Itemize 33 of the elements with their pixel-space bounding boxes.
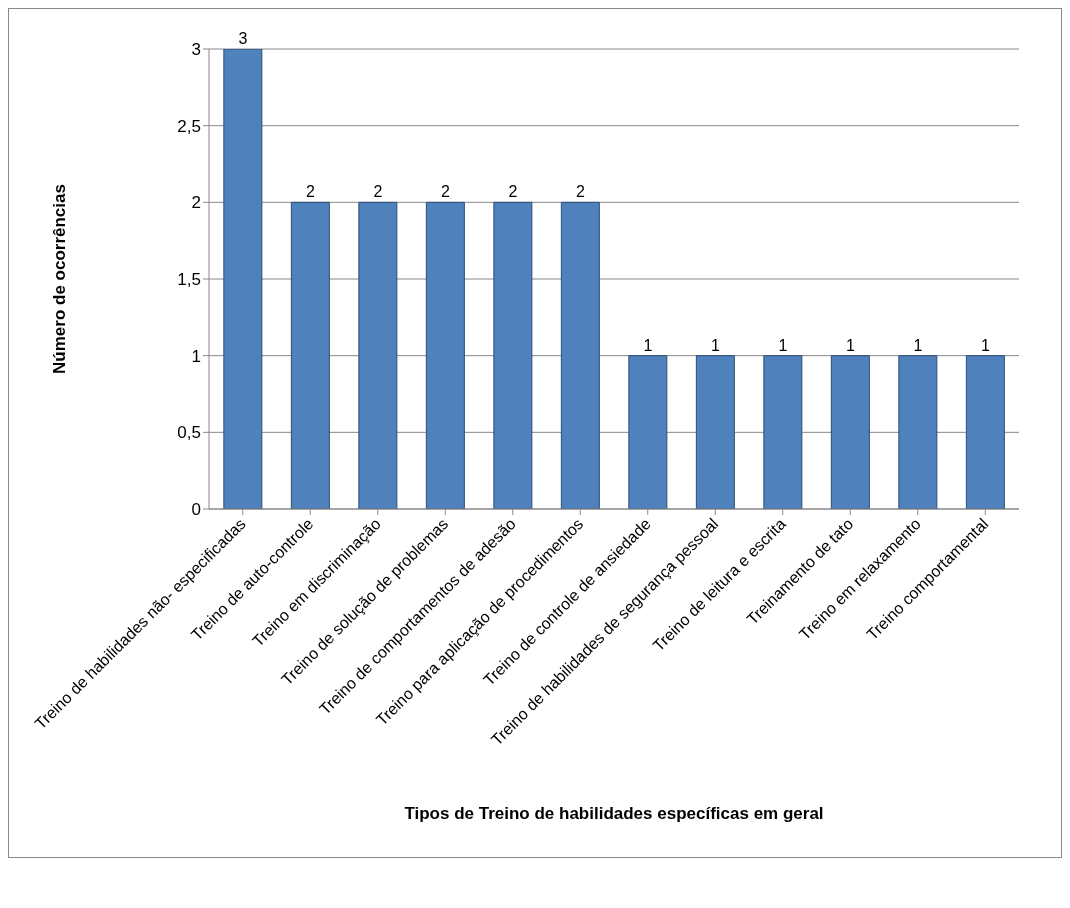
bar [223,49,263,509]
bar [695,355,735,509]
data-label: 2 [373,183,383,201]
bar [425,201,465,509]
y-tick-label: 3 [191,40,201,60]
data-label: 1 [980,336,990,354]
bar [290,201,330,509]
y-tick-label: 2 [191,193,201,213]
bar [358,201,398,509]
bar [560,201,600,509]
data-label: 1 [913,336,923,354]
bar [493,201,533,509]
y-tick-label: 1 [191,346,201,366]
data-label: 2 [440,183,450,201]
bar [763,355,803,509]
data-label: 1 [845,336,855,354]
y-axis-title: Número de ocorrências [50,184,70,374]
y-tick-label: 1,5 [177,270,201,290]
data-label: 1 [710,336,720,354]
y-tick-label: 2,5 [177,116,201,136]
data-label: 2 [575,183,585,201]
bar [830,355,870,509]
data-label: 2 [508,183,518,201]
bar [628,355,668,509]
data-label: 2 [305,183,315,201]
y-tick-label: 0 [191,500,201,520]
y-tick-label: 0,5 [177,423,201,443]
data-label: 3 [238,30,248,47]
bar [965,355,1005,509]
data-label: 1 [643,336,653,354]
data-label: 1 [778,336,788,354]
bar [898,355,938,509]
x-axis-title: Tipos de Treino de habilidades específicas em geral [404,804,824,823]
